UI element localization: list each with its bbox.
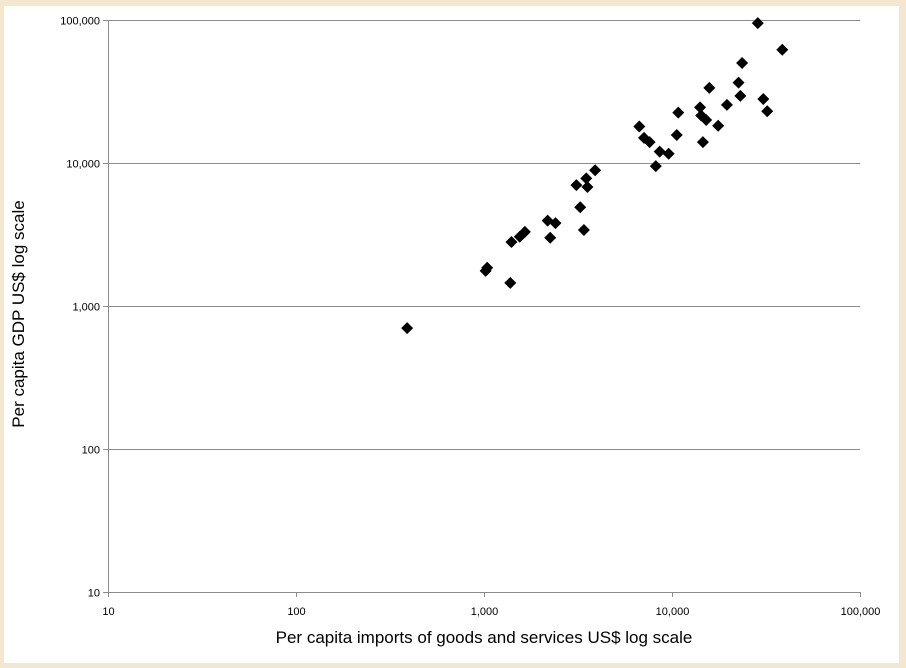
data-point bbox=[570, 179, 583, 192]
data-point bbox=[581, 180, 594, 193]
data-point bbox=[544, 231, 557, 244]
data-point bbox=[712, 119, 725, 132]
data-point bbox=[574, 201, 587, 214]
data-point bbox=[504, 276, 517, 289]
y-axis-title: Per capita GDP US$ log scale bbox=[9, 200, 28, 427]
chart-panel: 10 100 1,000 10,000 100,000 10 100 1,000 10,000… bbox=[4, 6, 899, 663]
data-point bbox=[633, 120, 646, 133]
data-point bbox=[751, 17, 764, 30]
x-tick-labels: 10 100 1,000 10,000 100,000 bbox=[102, 606, 880, 618]
data-point bbox=[518, 225, 531, 238]
data-point bbox=[703, 81, 716, 94]
data-point bbox=[481, 261, 494, 274]
data-point bbox=[732, 76, 745, 89]
x-axis-title: Per capita imports of goods and services… bbox=[276, 628, 693, 647]
x-tick-label: 100 bbox=[287, 606, 305, 618]
data-point bbox=[696, 136, 709, 149]
scatter-chart: 10 100 1,000 10,000 100,000 10 100 1,000 10,000… bbox=[9, 16, 880, 648]
data-point bbox=[649, 160, 662, 173]
data-point bbox=[734, 89, 747, 102]
y-tick-label: 1,000 bbox=[72, 302, 100, 314]
y-tick-label: 10 bbox=[88, 588, 100, 600]
data-point bbox=[736, 57, 749, 70]
data-point bbox=[672, 106, 685, 119]
x-tick-label: 100,000 bbox=[841, 606, 881, 618]
data-point bbox=[761, 105, 774, 118]
x-tick-label: 10 bbox=[102, 606, 114, 618]
data-point bbox=[589, 164, 602, 177]
data-point bbox=[505, 236, 518, 249]
axes bbox=[103, 20, 861, 597]
data-point bbox=[653, 145, 666, 158]
y-tick-label: 100 bbox=[82, 445, 100, 457]
data-point bbox=[577, 223, 590, 236]
data-point bbox=[700, 113, 713, 126]
data-point bbox=[662, 147, 675, 160]
data-point bbox=[401, 322, 414, 335]
data-point bbox=[549, 217, 562, 230]
data-point bbox=[694, 101, 707, 114]
gridlines bbox=[108, 20, 860, 593]
y-tick-label: 100,000 bbox=[60, 16, 100, 28]
y-tick-label: 10,000 bbox=[66, 159, 100, 171]
data-point bbox=[757, 93, 770, 106]
x-tick-label: 1,000 bbox=[471, 606, 499, 618]
y-tick-labels: 10 100 1,000 10,000 100,000 bbox=[60, 16, 100, 600]
data-point bbox=[643, 136, 656, 149]
data-point bbox=[720, 98, 733, 111]
data-points bbox=[401, 17, 789, 335]
data-point bbox=[580, 172, 593, 185]
x-tick-label: 10,000 bbox=[656, 606, 690, 618]
data-point bbox=[776, 43, 789, 56]
data-point bbox=[670, 128, 683, 141]
